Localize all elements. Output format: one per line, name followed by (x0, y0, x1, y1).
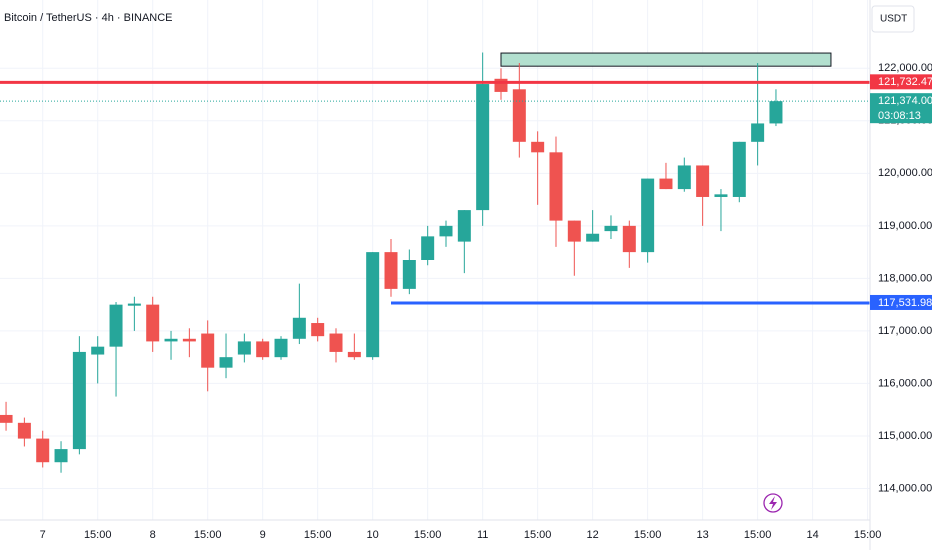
price-label-bg (870, 74, 932, 90)
y-tick-label: 114,000.00 (878, 482, 932, 494)
x-tick-label: 15:00 (194, 529, 222, 541)
candle-body (127, 303, 141, 306)
candle-body (402, 260, 416, 289)
x-tick-label: 15:00 (524, 529, 552, 541)
currency-button[interactable] (871, 5, 915, 33)
grid (0, 0, 870, 520)
candle-body (329, 333, 343, 352)
candle-body (641, 178, 655, 253)
candle-body (256, 341, 270, 358)
price-label: 121,374.00 (878, 95, 932, 107)
candle-body (201, 333, 215, 368)
candle-body (17, 422, 31, 439)
x-tick-label: 10 (367, 529, 379, 541)
x-tick-label: 15:00 (414, 529, 442, 541)
candle-body (54, 449, 68, 463)
candle-body (292, 317, 306, 339)
candle-body (109, 304, 123, 347)
candle-body (512, 89, 526, 142)
candle-body (659, 178, 673, 190)
y-tick-label: 120,000.00 (878, 167, 932, 179)
currency[interactable]: USDT (880, 14, 907, 25)
candle-body (696, 165, 710, 197)
candle-body (677, 165, 691, 190)
zone (500, 52, 832, 67)
y-tick-label: 115,000.00 (878, 430, 932, 442)
candle-body (0, 414, 13, 423)
candle-body (714, 194, 728, 197)
x-tick-label: 13 (697, 529, 709, 541)
candle-body (219, 357, 233, 368)
x-tick-label: 15:00 (304, 529, 332, 541)
lightning-icon (763, 493, 783, 513)
x-tick-label: 14 (806, 529, 818, 541)
candle-body (751, 123, 765, 142)
x-tick-label: 9 (260, 529, 266, 541)
candle-body (274, 338, 288, 358)
candle-body (769, 101, 783, 124)
candle-body (347, 351, 361, 358)
candle-body (586, 233, 600, 242)
y-tick-label: 118,000.00 (878, 272, 932, 284)
candle-body (72, 351, 86, 450)
candle-body (494, 78, 508, 92)
y-tick-label: 117,000.00 (878, 325, 932, 337)
candle-body (311, 323, 325, 337)
price-label: 121,732.47 (878, 76, 932, 88)
price-label: 117,531.98 (878, 297, 932, 309)
candle-body (164, 338, 178, 342)
x-tick-label: 15:00 (84, 529, 112, 541)
price-label-bg (870, 294, 932, 310)
x-tick-label: 15:00 (854, 529, 882, 541)
candle-body (732, 141, 746, 197)
x-tick-label: 8 (150, 529, 156, 541)
candle-body (384, 252, 398, 289)
candle-body (182, 338, 196, 342)
x-tick-label: 12 (587, 529, 599, 541)
countdown: 03:08:13 (878, 110, 921, 122)
candle-body (549, 152, 563, 221)
price-label-bg (870, 93, 932, 124)
candle-body (237, 341, 251, 355)
x-tick-label: 7 (40, 529, 46, 541)
plot (0, 52, 870, 473)
candle-body (439, 225, 453, 237)
candle-body (91, 346, 105, 355)
x-tick-label: 15:00 (744, 529, 772, 541)
x-tick-label: 11 (477, 529, 488, 541)
candle-body (531, 141, 545, 153)
candle-body (567, 220, 581, 242)
candle-body (36, 438, 50, 463)
candle-body (457, 210, 471, 242)
candle-body (622, 225, 636, 253)
candle-body (146, 304, 160, 342)
y-tick-label: 122,000.00 (878, 62, 932, 74)
candle-body (366, 252, 380, 358)
y-tick-label: 119,000.00 (878, 220, 932, 232)
candle-body (421, 236, 435, 260)
x-tick-label: 15:00 (634, 529, 662, 541)
chart-title: Bitcoin / TetherUS · 4h · BINANCE (4, 12, 173, 24)
y-tick-label: 116,000.00 (878, 377, 932, 389)
candle-body (604, 225, 618, 232)
candle-body (476, 84, 490, 211)
